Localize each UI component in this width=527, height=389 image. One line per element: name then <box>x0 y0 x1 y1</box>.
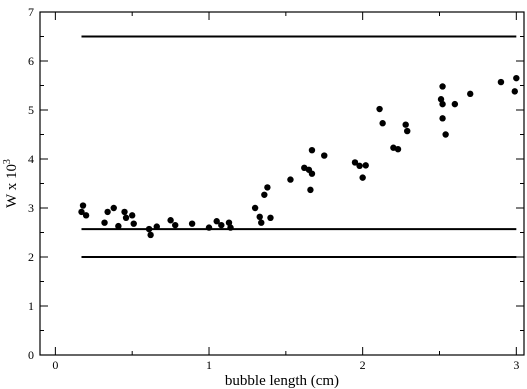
y-axis-label: W x 103 <box>2 159 20 208</box>
y-axis-label-superscript: 3 <box>2 159 13 164</box>
x-tick-label: 0 <box>52 358 58 372</box>
data-point <box>227 224 234 231</box>
data-point <box>130 220 137 227</box>
data-point <box>359 174 366 181</box>
data-point <box>104 208 111 216</box>
data-point <box>362 162 369 169</box>
data-point <box>356 162 363 170</box>
data-point <box>467 90 474 98</box>
y-axis-label-main: W x 10 <box>4 164 20 208</box>
data-point <box>147 231 154 239</box>
data-point <box>402 121 409 128</box>
data-point <box>442 131 449 138</box>
data-point <box>121 208 128 216</box>
data-point <box>225 219 233 226</box>
data-point <box>287 176 294 183</box>
data-point <box>439 100 446 108</box>
data-point <box>451 100 459 108</box>
data-point <box>439 115 446 122</box>
data-point <box>513 74 520 82</box>
data-point <box>205 224 213 231</box>
data-point <box>261 191 268 198</box>
data-point <box>351 159 359 166</box>
y-tick-label: 3 <box>28 201 34 215</box>
data-point <box>167 217 174 224</box>
data-point <box>264 184 271 191</box>
x-tick-label: 3 <box>513 358 519 372</box>
y-tick-label: 4 <box>28 152 34 166</box>
data-point <box>101 219 108 226</box>
y-axis-ticks: 0 1 2 3 4 5 6 7 <box>28 5 524 362</box>
y-tick-label: 7 <box>28 5 34 19</box>
data-point <box>321 152 328 159</box>
data-point <box>128 212 136 219</box>
data-point <box>145 225 153 233</box>
data-point <box>267 214 274 221</box>
data-point <box>404 127 411 135</box>
data-point <box>122 214 130 221</box>
x-axis-label: bubble length (cm) <box>225 373 339 389</box>
data-point <box>497 78 505 86</box>
x-axis-ticks: 0 1 2 3 <box>52 12 519 372</box>
data-point <box>79 202 87 209</box>
data-point <box>78 208 85 216</box>
data-point <box>379 120 386 127</box>
y-tick-label: 1 <box>28 299 34 313</box>
data-point <box>82 212 90 219</box>
y-tick-label: 2 <box>28 250 34 264</box>
data-point <box>256 213 263 221</box>
data-point <box>437 96 445 103</box>
y-tick-label: 6 <box>28 54 34 68</box>
data-point <box>308 170 316 177</box>
y-tick-label: 0 <box>28 348 34 362</box>
data-point <box>153 223 160 230</box>
data-point <box>110 204 117 212</box>
data-point <box>251 204 259 212</box>
data-point <box>188 220 196 227</box>
data-point <box>213 218 220 225</box>
x-tick-label: 2 <box>360 358 366 372</box>
data-point <box>394 146 402 153</box>
y-tick-label: 5 <box>28 103 34 117</box>
data-point <box>376 105 383 113</box>
data-point <box>307 186 314 194</box>
data-point <box>172 221 179 229</box>
data-point <box>115 222 122 230</box>
data-point <box>308 146 316 154</box>
data-point <box>439 83 446 90</box>
data-points <box>78 74 520 239</box>
reference-lines <box>81 35 517 258</box>
data-point <box>511 88 518 95</box>
data-point <box>258 219 265 226</box>
data-point <box>218 221 225 229</box>
x-tick-label: 1 <box>206 358 212 372</box>
